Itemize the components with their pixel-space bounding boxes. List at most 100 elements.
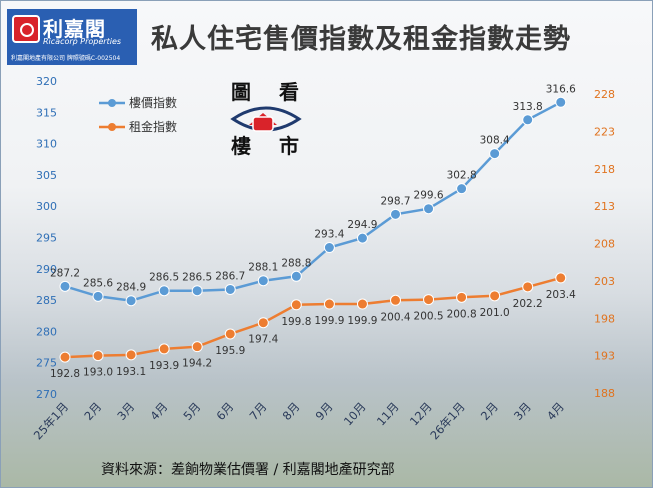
right-tick-label: 218 [594,163,615,176]
left-tick-label: 315 [36,106,57,119]
left-tick-label: 290 [36,263,57,276]
right-tick-label: 223 [594,125,615,138]
price-data-label: 316.6 [546,83,576,95]
price-point [423,203,435,215]
rent-point [423,294,435,306]
right-tick-label: 193 [594,350,615,363]
x-tick-label: 5月 [180,400,203,423]
rent-data-label: 193.9 [149,360,179,372]
legend-price-label: 樓價指數 [129,95,177,110]
rent-point [555,272,567,284]
price-data-label: 286.5 [182,272,212,284]
x-tick-label: 11月 [374,400,402,429]
price-data-label: 286.5 [149,272,179,284]
x-tick-label: 12月 [407,400,435,429]
price-point [191,285,203,297]
rent-data-label: 194.2 [182,358,212,370]
logo-name-cn: 利嘉閣 [43,17,106,41]
left-tick-label: 300 [36,200,57,213]
rent-point [323,298,335,310]
price-data-label: 302.8 [447,170,477,182]
rent-point [356,298,368,310]
x-tick-label: 4月 [147,400,170,423]
badge-char-2: 看 [279,80,299,104]
house-icon [252,116,274,132]
rent-data-label: 195.9 [215,345,245,357]
price-point [522,114,534,126]
x-tick-label: 10月 [341,400,369,429]
rent-point [290,299,302,311]
price-point [456,183,468,195]
rent-data-label: 199.9 [314,315,344,327]
price-point [555,96,567,108]
eye-badge: 圖 看 樓 市 [230,80,302,158]
x-tick-label: 6月 [213,400,236,423]
right-tick-label: 188 [594,387,615,400]
rent-series-line [64,276,562,359]
legend-price-marker [108,99,116,107]
rent-data-label: 200.4 [380,311,410,323]
price-point [59,280,71,292]
rent-point [522,281,534,293]
price-data-label: 299.6 [414,190,444,202]
price-data-label: 286.7 [215,270,245,282]
price-data-label: 294.9 [347,219,377,231]
logo-license: 利嘉閣地產有限公司 牌照號碼C-002504 [11,55,121,62]
right-tick-label: 208 [594,238,615,251]
rent-point [158,343,170,355]
left-tick-label: 305 [36,169,57,182]
price-data-label: 293.4 [314,229,344,241]
right-tick-label: 228 [594,88,615,101]
left-tick-label: 280 [36,325,57,338]
right-tick-label: 203 [594,275,615,288]
badge-char-4: 市 [279,134,299,158]
price-point [125,295,137,307]
left-tick-label: 270 [36,388,57,401]
rent-data-label: 193.1 [116,366,146,378]
rent-data-label: 197.4 [248,334,278,346]
x-tick-label: 26年1月 [427,400,467,443]
rent-data-label: 192.8 [50,368,80,380]
source-note: 資料來源：差餉物業估價署 / 利嘉閣地產研究部 [101,462,395,478]
x-tick-label: 8月 [280,400,303,423]
price-data-label: 313.8 [513,101,543,113]
left-tick-label: 275 [36,357,57,370]
price-point [158,285,170,297]
left-tick-label: 295 [36,232,57,245]
x-tick-label: 3月 [511,400,534,423]
left-axis: 270 275 280 285 290 295 300 305 310 315 320 [36,75,57,401]
logo-name-en: Ricacorp Properties [43,37,122,46]
rent-data-label: 199.8 [281,316,311,328]
rent-data-label: 201.0 [480,307,510,319]
price-point [290,270,302,282]
left-tick-label: 320 [36,75,57,88]
price-point [356,232,368,244]
rent-data-label: 203.4 [546,289,576,301]
price-point [224,283,236,295]
price-point [390,208,401,220]
x-tick-label: 25年1月 [31,400,71,443]
x-tick-label: 9月 [313,400,336,423]
company-logo: 利嘉閣 Ricacorp Properties 利嘉閣地產有限公司 牌照號碼C-… [7,9,137,65]
logo-mark-icon [12,15,40,43]
price-point [489,148,501,160]
right-tick-label: 198 [594,312,615,325]
rent-point [92,350,104,362]
price-data-label: 287.2 [50,267,80,279]
price-series-line [64,101,562,302]
price-data-label: 298.7 [380,195,410,207]
rent-point [257,317,269,329]
price-data-label: 288.1 [248,262,278,274]
price-point [323,242,335,254]
x-tick-label: 3月 [114,400,137,423]
rent-point [489,290,501,302]
badge-char-3: 樓 [231,134,251,158]
rent-point [390,294,401,306]
rent-point [59,351,71,363]
x-tick-label: 4月 [544,400,567,423]
left-tick-label: 285 [36,294,57,307]
right-axis: 188 193 198 203 208 213 218 223 228 [594,88,615,400]
